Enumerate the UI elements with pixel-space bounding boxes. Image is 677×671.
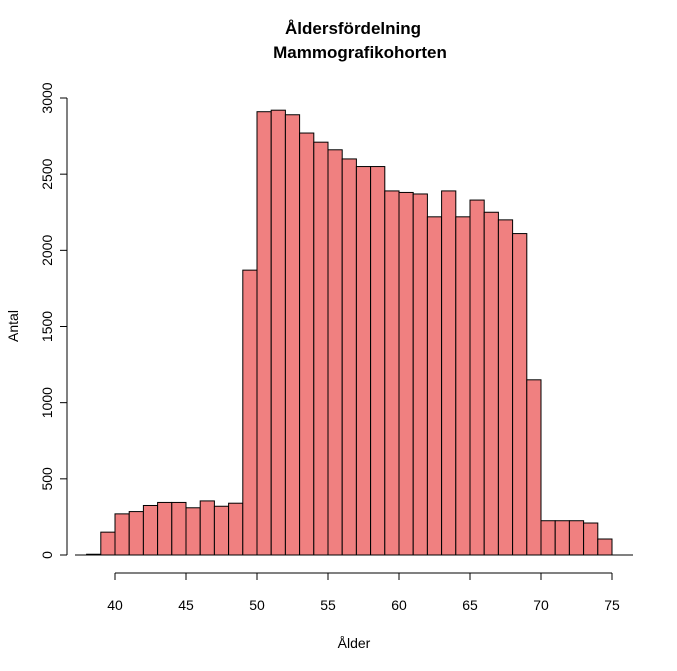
histogram-bar <box>498 220 512 555</box>
x-tick-label: 45 <box>178 597 194 613</box>
histogram-bar <box>101 532 115 555</box>
histogram-bar <box>513 234 527 555</box>
x-tick-label: 75 <box>604 597 620 613</box>
chart-subtitle: Mammografikohorten <box>273 43 447 62</box>
histogram-bar <box>442 191 456 555</box>
y-tick-label: 2000 <box>39 235 55 266</box>
histogram-bar <box>300 133 314 555</box>
histogram-bar <box>143 505 157 555</box>
histogram-bar <box>243 270 257 555</box>
histogram-bar <box>314 142 328 555</box>
histogram-bar <box>342 159 356 555</box>
histogram-bar <box>527 380 541 555</box>
y-tick-label: 1000 <box>39 387 55 418</box>
x-tick-label: 40 <box>107 597 123 613</box>
y-tick-label: 500 <box>39 467 55 491</box>
histogram-bar <box>427 217 441 555</box>
histogram-bar <box>158 502 172 555</box>
histogram-bar <box>271 110 285 555</box>
histogram-bar <box>569 521 583 555</box>
histogram-bar <box>257 112 271 555</box>
histogram-bar <box>186 508 200 555</box>
histogram-bar <box>371 167 385 555</box>
histogram-bar <box>555 521 569 555</box>
histogram-bar <box>456 217 470 555</box>
bars-group <box>87 110 612 555</box>
chart-title: Åldersfördelning <box>285 19 421 38</box>
histogram-bar <box>285 115 299 555</box>
histogram-chart: Åldersfördelning Mammografikohorten 40 45… <box>0 0 677 671</box>
x-tick-label: 50 <box>249 597 265 613</box>
y-axis: 0 500 1000 1500 2000 2500 3000 <box>39 82 67 559</box>
histogram-bar <box>129 512 143 555</box>
x-axis: 40 45 50 55 60 65 70 75 <box>107 573 620 613</box>
x-tick-label: 55 <box>320 597 336 613</box>
histogram-bar <box>328 150 342 555</box>
histogram-bar <box>484 212 498 555</box>
histogram-bar <box>584 523 598 555</box>
histogram-bar <box>172 502 186 555</box>
histogram-bar <box>399 192 413 555</box>
y-tick-label: 1500 <box>39 311 55 342</box>
histogram-bar <box>115 514 129 555</box>
histogram-bar <box>200 501 214 555</box>
histogram-bar <box>214 506 228 555</box>
histogram-bar <box>541 521 555 555</box>
x-tick-label: 70 <box>533 597 549 613</box>
x-axis-title: Ålder <box>338 635 371 651</box>
x-tick-label: 60 <box>391 597 407 613</box>
y-axis-title: Antal <box>5 310 21 342</box>
histogram-bar <box>470 200 484 555</box>
histogram-bar <box>598 539 612 555</box>
y-tick-label: 2500 <box>39 158 55 189</box>
histogram-bar <box>413 194 427 555</box>
y-tick-label: 3000 <box>39 82 55 113</box>
y-tick-label: 0 <box>39 551 55 559</box>
histogram-bar <box>356 167 370 555</box>
histogram-bar <box>229 503 243 555</box>
x-tick-label: 65 <box>462 597 478 613</box>
histogram-bar <box>385 191 399 555</box>
